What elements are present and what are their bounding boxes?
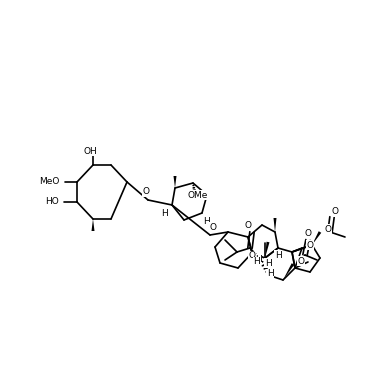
Polygon shape xyxy=(92,219,95,231)
Text: O: O xyxy=(324,224,331,234)
Text: O: O xyxy=(331,207,338,216)
Text: O: O xyxy=(297,257,304,265)
Polygon shape xyxy=(173,176,177,188)
Polygon shape xyxy=(312,231,321,245)
Text: O: O xyxy=(307,241,314,250)
Polygon shape xyxy=(283,263,294,280)
Text: H: H xyxy=(265,258,271,268)
Text: O: O xyxy=(210,223,216,231)
Text: H: H xyxy=(204,216,210,226)
Text: O: O xyxy=(304,228,311,238)
Polygon shape xyxy=(273,218,277,232)
Text: H: H xyxy=(274,250,281,260)
Text: H: H xyxy=(274,251,281,261)
Text: OMe: OMe xyxy=(188,191,208,200)
Text: H: H xyxy=(161,208,168,218)
Text: O: O xyxy=(245,220,251,230)
Text: H: H xyxy=(266,269,273,278)
Text: MeO: MeO xyxy=(39,177,59,187)
Text: H: H xyxy=(254,257,260,266)
Text: O: O xyxy=(249,251,256,261)
Text: H: H xyxy=(255,254,261,264)
Text: OH: OH xyxy=(83,146,97,155)
Text: O: O xyxy=(142,188,150,196)
Polygon shape xyxy=(265,242,269,258)
Text: HO: HO xyxy=(45,197,59,207)
